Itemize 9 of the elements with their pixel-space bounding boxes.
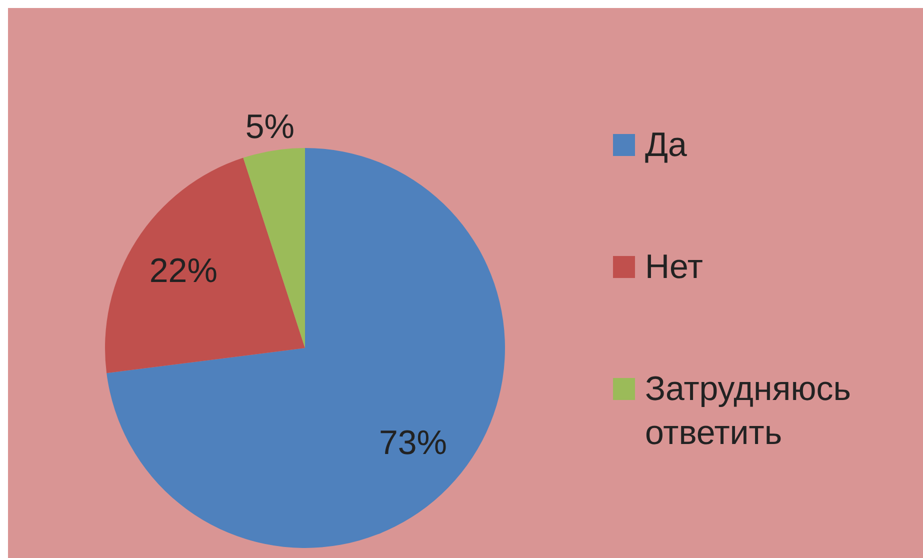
- legend-label: Нет: [645, 247, 704, 288]
- pie-slice: [105, 158, 305, 374]
- data-label: 5%: [245, 108, 295, 146]
- data-label: 22%: [149, 252, 218, 290]
- data-label: 73%: [378, 424, 448, 462]
- legend-label: Затрудняюсь ответить: [645, 369, 852, 454]
- pie-slice: [106, 148, 505, 548]
- legend-label: Да: [645, 125, 688, 166]
- pie-slice: [243, 148, 305, 348]
